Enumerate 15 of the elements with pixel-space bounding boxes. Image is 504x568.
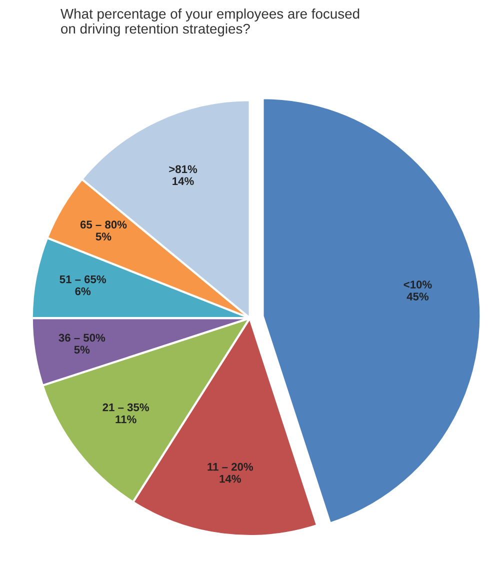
data-label: 6% xyxy=(75,287,91,296)
data-label: 5% xyxy=(74,346,90,354)
data-label: 11% xyxy=(116,415,136,424)
data-label: 14% xyxy=(220,474,241,483)
slice-label: 21 – 35% xyxy=(102,403,150,412)
chart-title: What percentage of your employees are focused on driving retention strategies? xyxy=(60,8,360,36)
slice-label: 51 – 65% xyxy=(60,275,106,284)
slice-label: 36 – 50% xyxy=(58,334,106,342)
slice-label: <10% xyxy=(404,280,432,288)
data-label: 45% xyxy=(406,292,429,300)
data-label: 5% xyxy=(96,232,112,241)
slice-label: 65 – 80% xyxy=(80,220,127,229)
data-label: 14% xyxy=(172,177,194,186)
slice-label: >81% xyxy=(169,165,198,174)
slice-label: 11 – 20% xyxy=(208,462,254,471)
